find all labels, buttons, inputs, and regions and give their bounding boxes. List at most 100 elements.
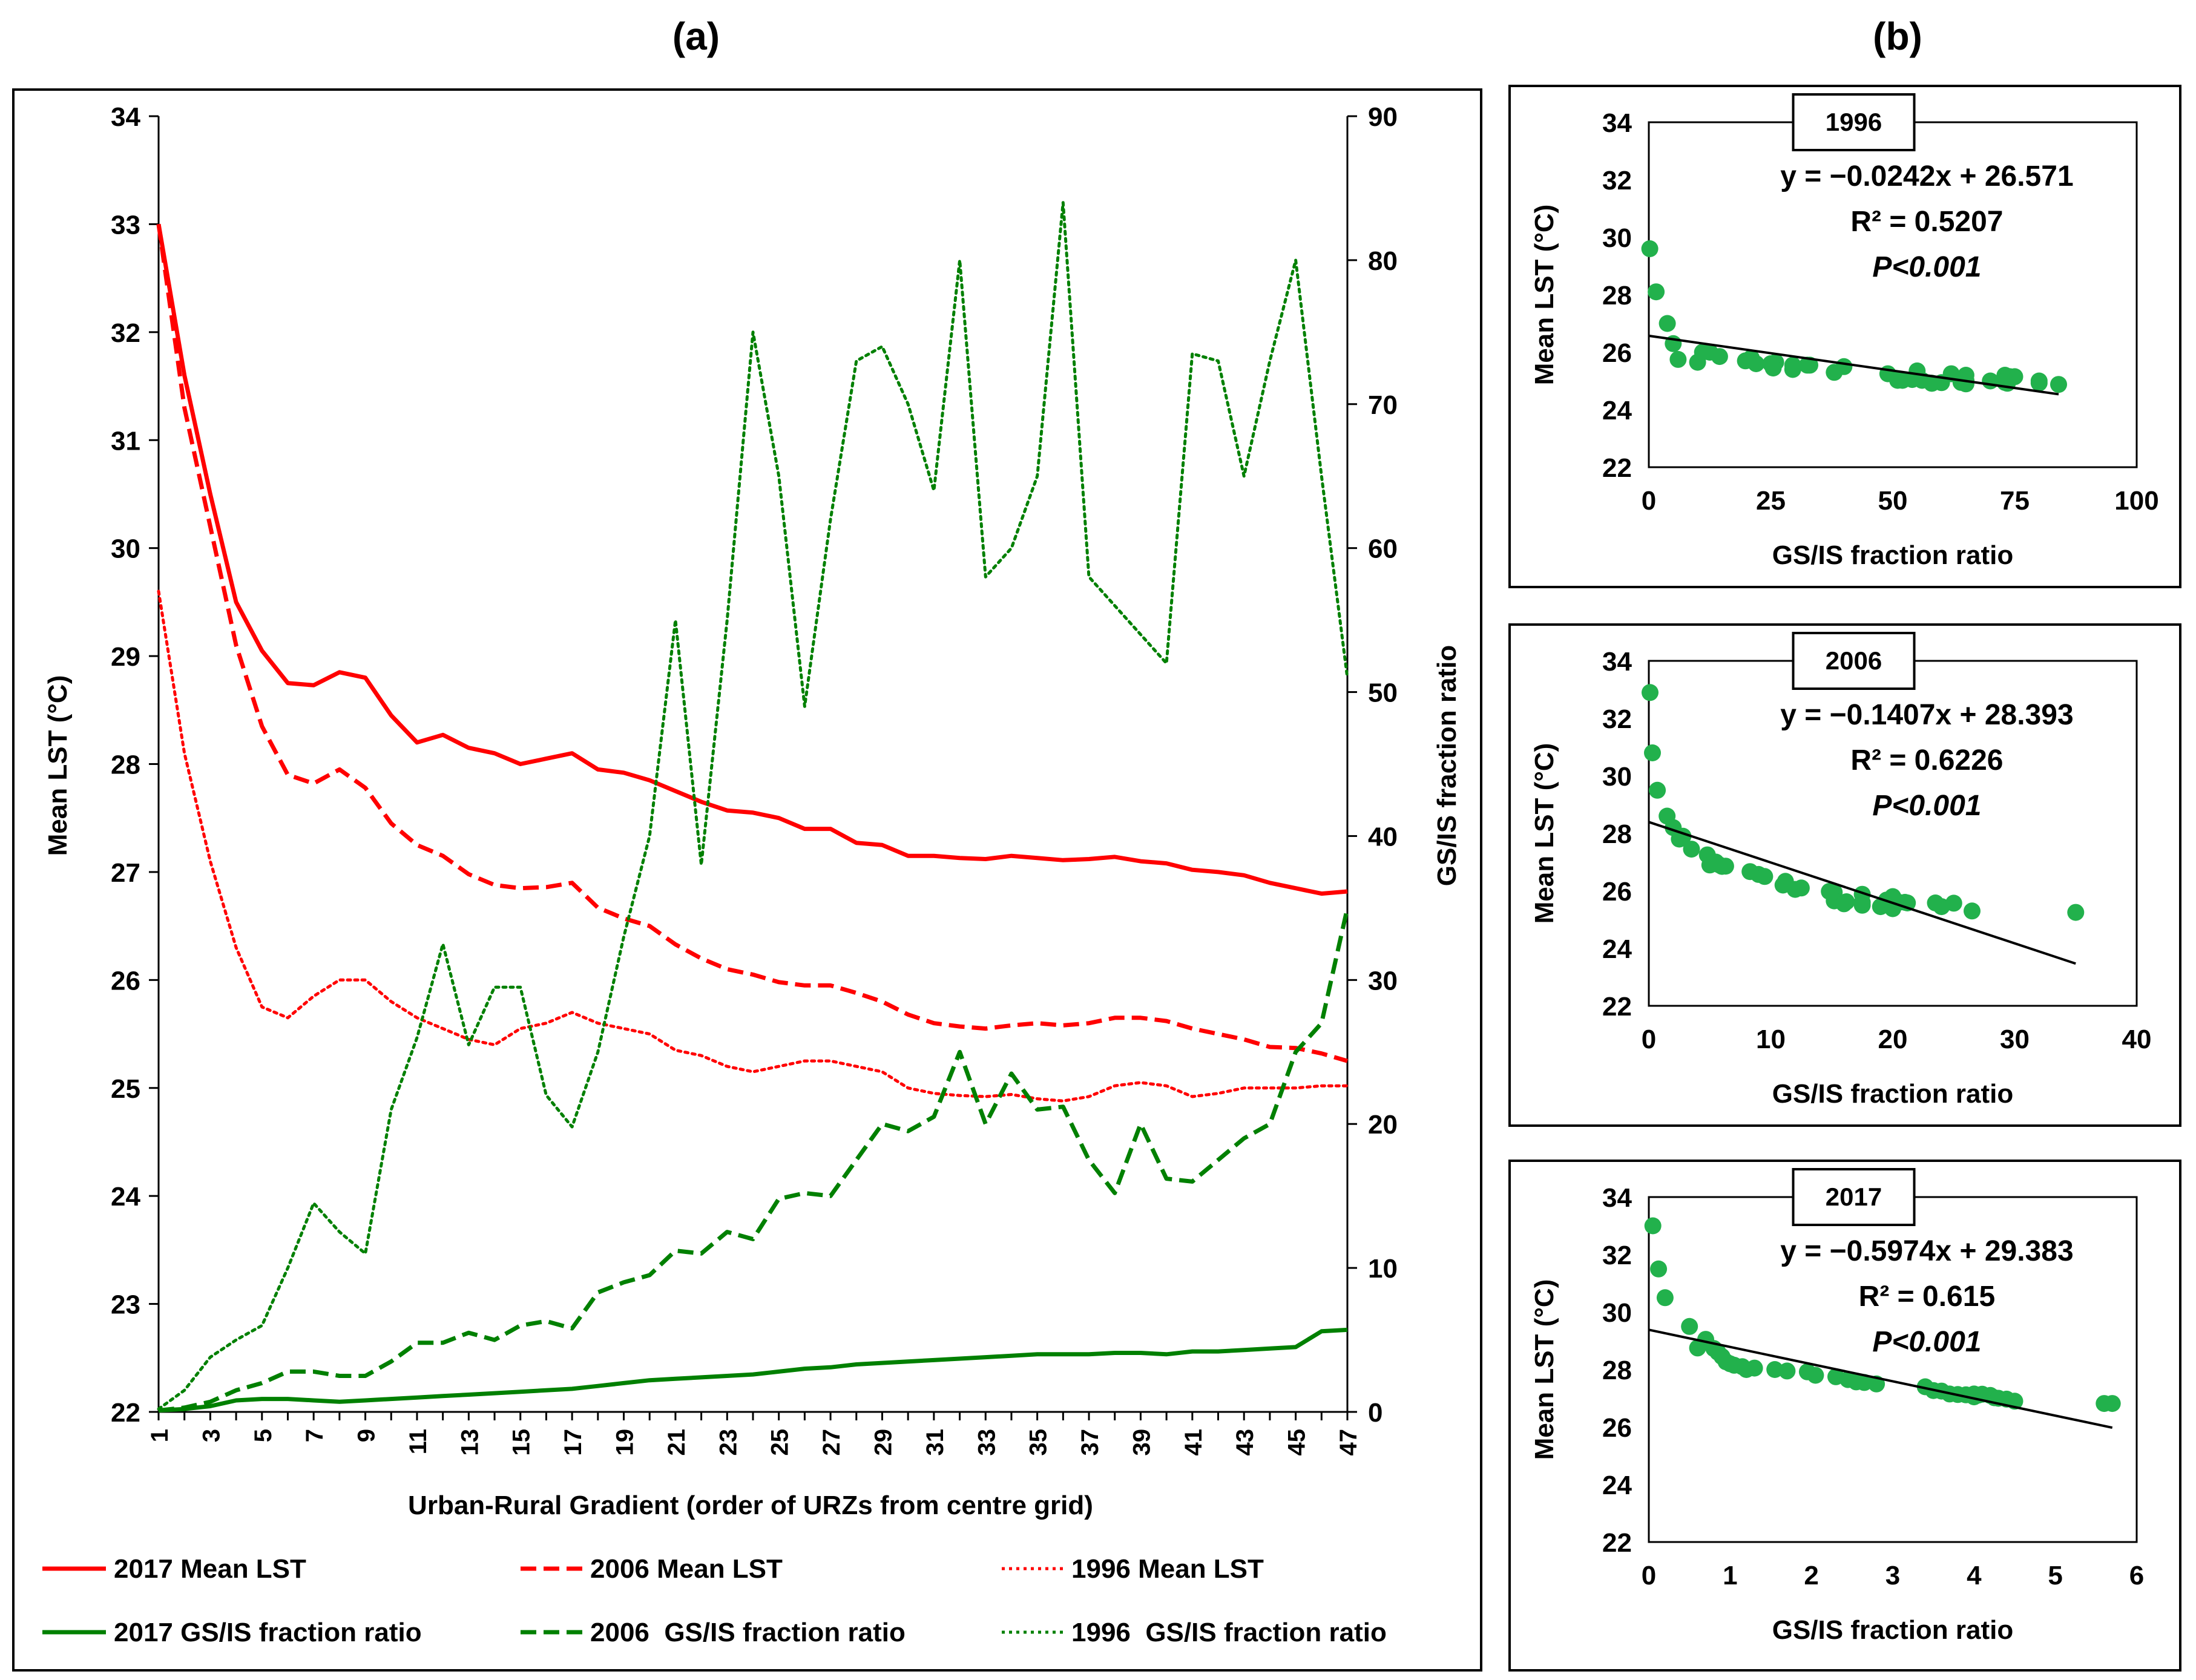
x-tick-label: 5 — [250, 1429, 277, 1442]
left-tick-label: 33 — [111, 210, 140, 240]
series-line-2006-gs-is-fraction-ratio — [158, 907, 1350, 1413]
y-tick-label: 30 — [1602, 762, 1632, 792]
x-tick-label: 10 — [1756, 1025, 1786, 1054]
panel-a-left-axis-title: Mean LST (°C) — [43, 675, 73, 856]
r-squared: R² = 0.615 — [1859, 1281, 1995, 1313]
y-tick-label: 28 — [1602, 819, 1632, 849]
x-tick-label: 45 — [1284, 1429, 1310, 1456]
legend-label-1996-gsis: 1996 GS/IS fraction ratio — [1071, 1618, 1387, 1647]
data-point — [1737, 352, 1754, 370]
data-point — [1648, 283, 1665, 301]
y-tick-label: 28 — [1602, 1356, 1632, 1385]
series-line-2017-gs-is-fraction-ratio — [158, 1327, 1348, 1413]
legend-label-2006-gsis: 2006 GS/IS fraction ratio — [590, 1618, 906, 1647]
y-axis-title: Mean LST (°C) — [1530, 205, 1559, 386]
x-tick-label: 13 — [456, 1429, 483, 1456]
y-tick-label: 22 — [1602, 453, 1632, 483]
data-point — [2050, 376, 2067, 393]
y-tick-label: 30 — [1602, 223, 1632, 253]
y-tick-label: 22 — [1602, 1528, 1632, 1558]
panel-a-legend: 2017 Mean LST 2006 Mean LST 1996 Mean LS… — [42, 1554, 1387, 1647]
left-tick-label: 32 — [111, 318, 140, 348]
y-tick-label: 32 — [1602, 704, 1632, 734]
panel-a-label: (a) — [672, 15, 720, 58]
year-badge-label: 2017 — [1826, 1183, 1882, 1211]
right-tick-label: 80 — [1368, 246, 1398, 276]
panel-a-frame — [12, 88, 1482, 1672]
right-tick-label: 50 — [1368, 678, 1398, 708]
x-tick-label: 41 — [1180, 1429, 1207, 1456]
x-tick-label: 15 — [508, 1429, 535, 1456]
x-tick-label: 3 — [1885, 1561, 1900, 1590]
x-tick-label: 39 — [1128, 1429, 1155, 1456]
left-tick-label: 34 — [111, 102, 140, 132]
data-point — [1835, 895, 1853, 913]
panel-b-label: (b) — [1873, 15, 1922, 58]
data-point — [1642, 684, 1659, 701]
left-tick-label: 24 — [111, 1182, 140, 1212]
right-tick-label: 70 — [1368, 390, 1398, 420]
x-tick-label: 1 — [146, 1429, 173, 1442]
x-tick-label: 9 — [353, 1429, 380, 1442]
x-tick-label: 1 — [1723, 1561, 1737, 1590]
x-tick-label: 33 — [973, 1429, 1000, 1456]
regression-equation: y = −0.5974x + 29.383 — [1780, 1235, 2073, 1267]
year-badge — [1792, 632, 1916, 690]
right-tick-label: 60 — [1368, 534, 1398, 564]
x-tick-label: 0 — [1642, 1561, 1656, 1590]
regression-equation: y = −0.1407x + 28.393 — [1780, 699, 2073, 731]
x-tick-label: 30 — [2000, 1025, 2030, 1054]
r-squared: R² = 0.6226 — [1850, 744, 2003, 776]
y-tick-label: 32 — [1602, 1241, 1632, 1270]
right-tick-label: 90 — [1368, 102, 1398, 132]
scatter-frame — [1508, 623, 2181, 1127]
left-tick-label: 27 — [111, 858, 140, 888]
x-tick-label: 29 — [870, 1429, 896, 1456]
data-point — [1784, 356, 1801, 374]
data-point — [1644, 744, 1661, 761]
left-tick-label: 22 — [111, 1398, 140, 1428]
x-tick-label: 3 — [198, 1429, 225, 1442]
left-tick-label: 29 — [111, 642, 140, 672]
left-tick-label: 30 — [111, 534, 140, 564]
y-tick-label: 30 — [1602, 1298, 1632, 1328]
right-tick-label: 0 — [1368, 1398, 1382, 1428]
data-point — [1711, 856, 1728, 874]
x-tick-label: 5 — [2048, 1561, 2062, 1590]
p-value: P<0.001 — [1872, 1326, 1981, 1358]
x-tick-label: 19 — [612, 1429, 639, 1456]
data-point — [1694, 344, 1711, 361]
x-tick-label: 6 — [2129, 1561, 2144, 1590]
data-point — [1826, 364, 1843, 381]
data-point — [1681, 1317, 1698, 1335]
data-point — [2030, 372, 2048, 390]
x-tick-label: 31 — [922, 1429, 948, 1456]
data-point — [2067, 904, 2085, 921]
data-point — [1982, 372, 1999, 390]
panel-a-right-axis-title: GS/IS fraction ratio — [1432, 645, 1462, 887]
y-tick-label: 26 — [1602, 338, 1632, 368]
data-point — [1756, 868, 1774, 885]
x-tick-label: 7 — [301, 1429, 328, 1442]
x-axis-title: GS/IS fraction ratio — [1772, 1615, 2014, 1645]
x-tick-label: 27 — [818, 1429, 845, 1456]
x-tick-label: 23 — [715, 1429, 741, 1456]
left-tick-label: 23 — [111, 1290, 140, 1320]
x-tick-label: 20 — [1878, 1025, 1908, 1054]
data-point — [1801, 356, 1818, 374]
y-tick-label: 34 — [1602, 647, 1632, 677]
x-tick-label: 21 — [663, 1429, 690, 1456]
right-tick-label: 10 — [1368, 1254, 1398, 1284]
x-tick-label: 75 — [2000, 486, 2030, 516]
scatter-plot-2006: 22 24 26 28 30 32 34 0 10 20 30 40 GS/IS fraction ra… — [1508, 623, 2181, 1127]
x-tick-label: 2 — [1804, 1561, 1818, 1590]
data-point — [2103, 1395, 2121, 1413]
legend-label-2017-mean-lst: 2017 Mean LST — [114, 1554, 306, 1584]
y-axis-title: Mean LST (°C) — [1530, 743, 1559, 924]
trendline — [1648, 821, 2076, 965]
panel-a-x-axis-title: Urban-Rural Gradient (order of URZs from… — [408, 1491, 1093, 1520]
data-point — [1786, 881, 1804, 898]
